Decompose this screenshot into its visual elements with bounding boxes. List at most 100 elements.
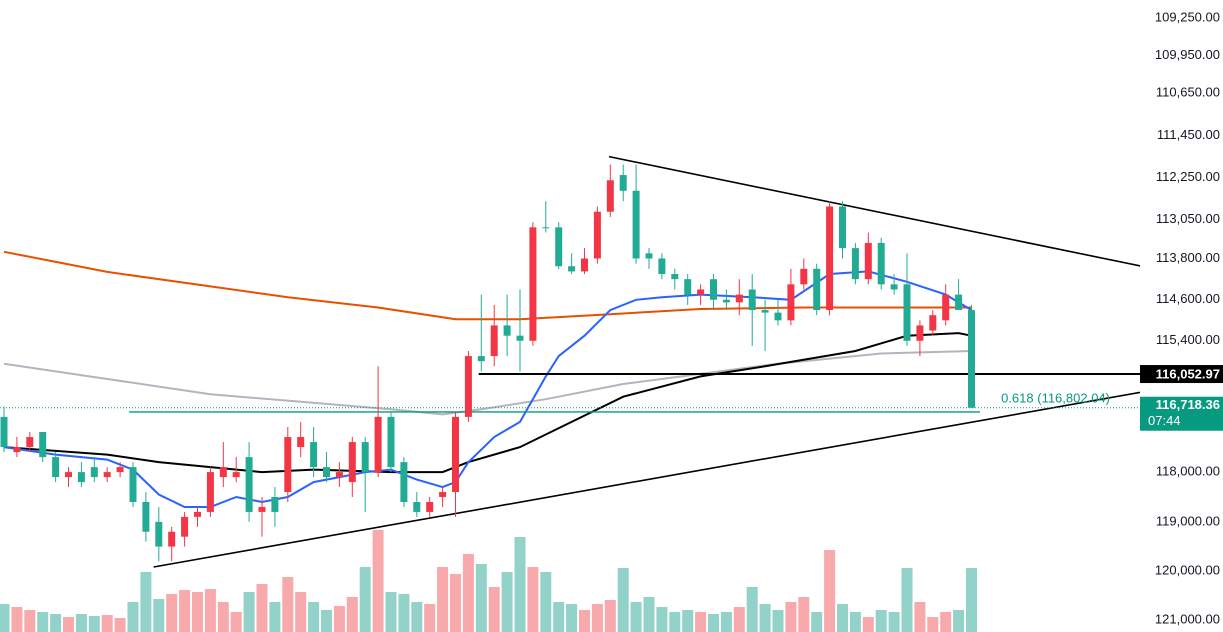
candle-body: [903, 284, 911, 341]
volume-bar: [914, 602, 926, 632]
volume-bar: [488, 587, 500, 632]
candle-body: [142, 501, 150, 532]
last-price-tag: [1140, 396, 1223, 431]
volume-bar: [450, 574, 461, 632]
volume-bar: [282, 577, 294, 632]
volume-bar: [604, 600, 616, 632]
level-label: 0.618 (116,802.04): [1001, 390, 1110, 405]
candle-body: [748, 289, 756, 311]
volume-bar: [579, 610, 590, 632]
candle-body: [90, 467, 98, 478]
candle-body: [52, 457, 60, 478]
volume-bar: [669, 612, 681, 632]
y-tick-label: 121,000.00: [1155, 612, 1220, 627]
volume-bar: [50, 614, 62, 632]
candle-body: [168, 531, 176, 547]
y-tick-label: 119,000.00: [1156, 513, 1220, 528]
candle-body: [439, 492, 447, 498]
volume-bar: [630, 602, 642, 632]
candle-body: [26, 437, 34, 448]
volume-bar: [811, 612, 823, 632]
volume-bar: [514, 537, 526, 632]
volume-bar: [308, 602, 320, 632]
volume-bar: [192, 592, 203, 632]
candle-body: [39, 432, 47, 458]
candle-body: [942, 294, 950, 321]
volume-bar: [217, 602, 229, 632]
volume-bar: [772, 610, 784, 632]
volume-bar: [733, 607, 745, 632]
candle-body: [0, 416, 8, 448]
volume-bar: [759, 604, 771, 632]
volume-bar: [424, 604, 436, 632]
volume-bar: [940, 612, 952, 632]
candle-body: [645, 253, 653, 259]
y-tick-label: 112,250.00: [1156, 169, 1220, 184]
volume-bar: [88, 616, 100, 632]
y-tick-label: 113,050.00: [1156, 211, 1220, 226]
candle-body: [568, 266, 576, 272]
y-tick-label: 114,600.00: [1156, 291, 1220, 306]
candle-body: [77, 472, 85, 483]
volume-bar: [682, 610, 694, 632]
volume-bar: [462, 554, 474, 632]
y-tick-label: 109,250.00: [1155, 9, 1220, 24]
volume-bar: [24, 610, 36, 632]
candle-body: [929, 315, 937, 331]
candle-body: [774, 312, 782, 321]
y-tick-label: 110,650.00: [1156, 84, 1220, 99]
volume-bar: [927, 617, 939, 632]
candle-body: [516, 335, 524, 341]
candle-body: [335, 472, 343, 478]
y-tick-label: 111,450.00: [1157, 127, 1220, 142]
volume-bar: [359, 567, 371, 632]
candle-body: [103, 472, 111, 478]
volume-bar: [824, 550, 836, 632]
moving-average: [3, 350, 972, 416]
volume-bar: [501, 572, 513, 632]
volume-bar: [256, 584, 268, 632]
candle-body: [722, 299, 730, 303]
last-price-label: 116,718.36: [1156, 397, 1220, 412]
volume-bar: [127, 602, 139, 632]
volume-bar: [437, 567, 449, 632]
candle-body: [826, 206, 834, 311]
candle-body: [464, 356, 472, 417]
candle-body: [735, 294, 743, 303]
volume-bar: [720, 612, 732, 632]
candle-body: [529, 227, 537, 341]
candle-body: [297, 437, 305, 448]
candle-body: [452, 416, 459, 493]
volume-bar: [527, 567, 539, 632]
candle-body: [323, 467, 330, 478]
axis-background: [1140, 0, 1223, 632]
volume-bar: [11, 607, 23, 632]
volume-bar: [204, 589, 216, 632]
y-tick-label: 115,400.00: [1156, 332, 1220, 347]
volume-bar: [746, 587, 758, 632]
candle-body: [671, 274, 679, 280]
volume-bar: [37, 612, 49, 632]
candle-body: [851, 248, 859, 280]
volume-bar: [398, 594, 410, 632]
candle-body: [968, 310, 975, 408]
volume-bar: [114, 618, 126, 632]
volume-bar: [230, 612, 242, 632]
candle-body: [697, 289, 705, 295]
candle-body: [477, 356, 485, 362]
volume-bar: [333, 606, 345, 632]
volume-bar: [849, 612, 861, 632]
volume-bar: [566, 604, 578, 632]
candle-body: [864, 242, 872, 280]
volume-bar: [372, 530, 384, 632]
volume-bar: [656, 607, 668, 632]
volume-bar: [140, 572, 152, 632]
volume-bar: [953, 610, 965, 632]
volume-bar: [591, 604, 603, 632]
candle-body: [361, 442, 369, 473]
candle-body: [787, 284, 795, 321]
countdown: 07:44: [1148, 413, 1181, 428]
volume-bar: [643, 597, 655, 632]
candle-body: [658, 258, 666, 275]
